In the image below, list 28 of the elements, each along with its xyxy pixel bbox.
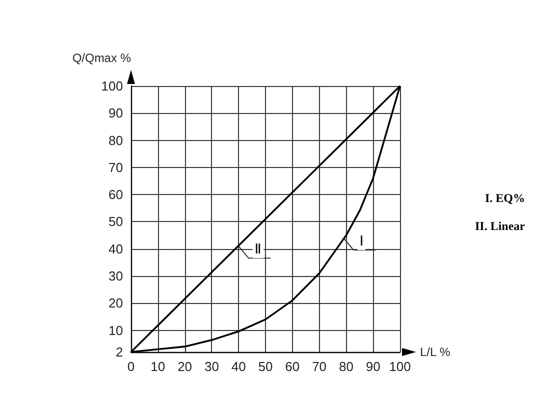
x-tick-label: 70 (312, 359, 327, 374)
y-tick-label: 30 (108, 268, 123, 284)
y-tick-label: 20 (108, 296, 123, 311)
y-tick-label: 10 (108, 322, 123, 338)
x-tick-label: 60 (285, 359, 300, 374)
x-tick-label: 0 (127, 359, 135, 374)
x-tick-label: 20 (178, 359, 192, 374)
y-tick-label: 70 (108, 160, 123, 175)
text: II. Linear (474, 219, 526, 233)
annotation: Ⅰ (360, 234, 364, 250)
annotation: Ⅱ (254, 242, 262, 258)
x-tick-label: 10 (150, 359, 166, 374)
x-tick-label: 30 (204, 359, 219, 374)
y-tick-label: 100 (101, 78, 123, 94)
y-tick-label: 60 (108, 187, 123, 202)
y-tick-label: 40 (108, 241, 123, 256)
x-axis-title: L/L % (420, 345, 451, 359)
x-tick-label: 80 (338, 359, 354, 374)
y-tick-label: 80 (108, 132, 123, 148)
y-tick-label: 90 (108, 106, 123, 121)
x-tick-label: 90 (366, 359, 380, 374)
x-tick-label: 100 (389, 359, 411, 374)
y-tick-label: 2 (116, 344, 123, 360)
y-tick-label: 50 (108, 214, 123, 230)
x-tick-label: 50 (258, 359, 273, 374)
y-axis-title: Q/Qmax % (72, 51, 132, 65)
x-tick-label: 40 (231, 359, 246, 374)
text: I. EQ% (484, 191, 526, 205)
